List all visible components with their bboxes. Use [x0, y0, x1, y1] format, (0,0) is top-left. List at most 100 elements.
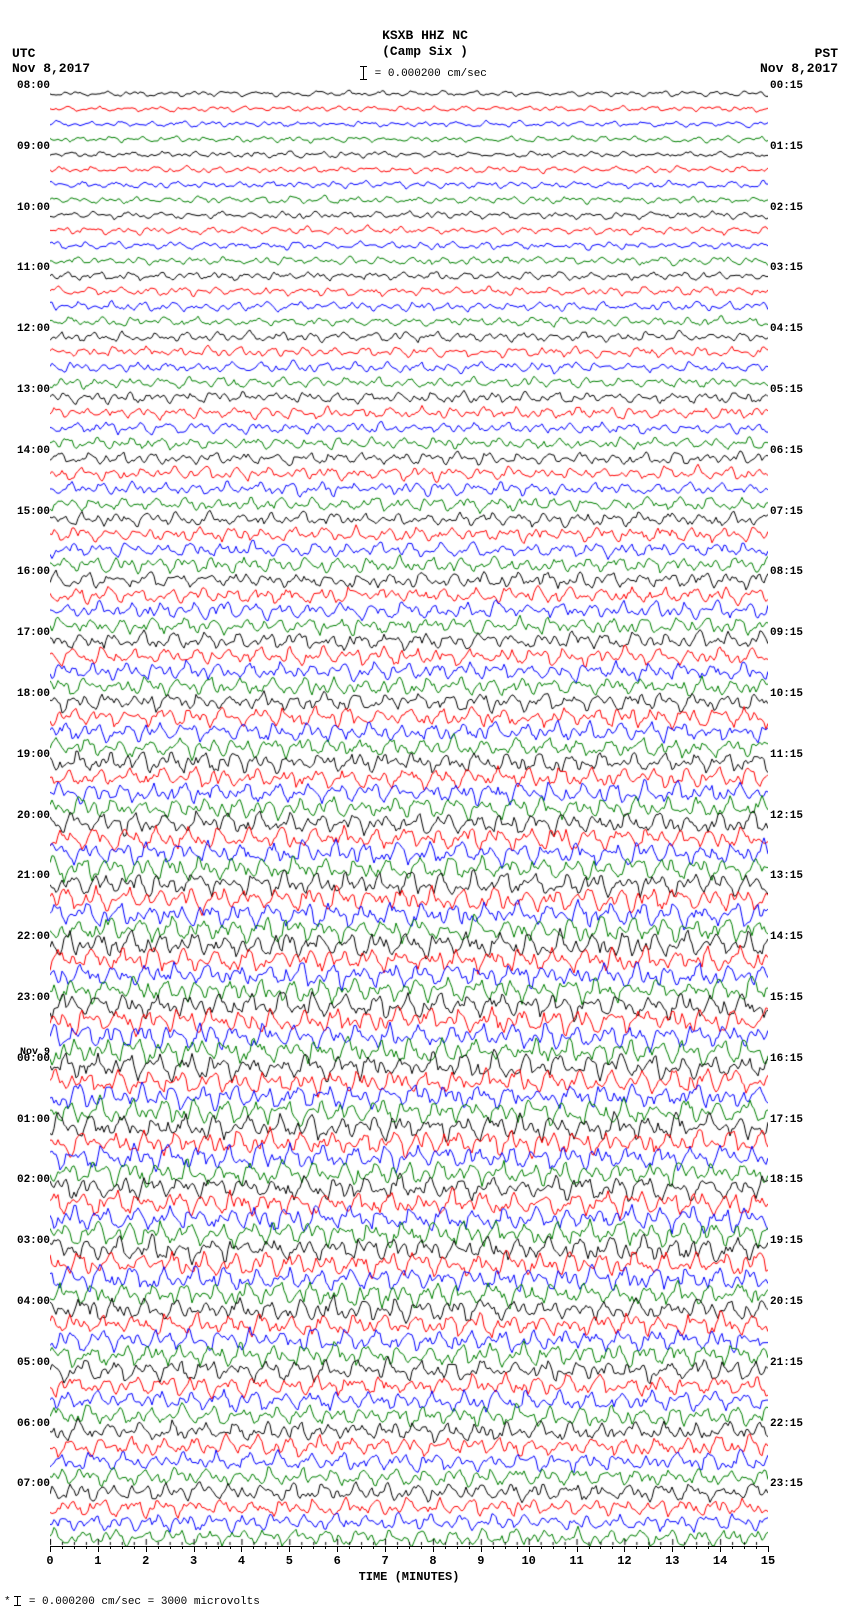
x-tick-minor — [505, 1546, 506, 1549]
left-time-label: 01:00 — [6, 1114, 50, 1126]
right-time-label: 12:15 — [770, 810, 830, 822]
helicorder-plot — [50, 86, 768, 1546]
x-tick-minor — [445, 1546, 446, 1549]
x-tick-minor — [612, 1546, 613, 1549]
right-time-label: 08:15 — [770, 566, 830, 578]
right-time-label: 04:15 — [770, 323, 830, 335]
footer-text: = 0.000200 cm/sec = 3000 microvolts — [22, 1596, 260, 1608]
right-time-label: 22:15 — [770, 1418, 830, 1430]
x-tick-label: 1 — [94, 1554, 101, 1568]
right-time-label: 10:15 — [770, 688, 830, 700]
left-time-label: 16:00 — [6, 566, 50, 578]
right-time-label: 21:15 — [770, 1357, 830, 1369]
x-tick-minor — [253, 1546, 254, 1549]
x-tick-minor — [313, 1546, 314, 1549]
x-axis-title: TIME (MINUTES) — [50, 1570, 768, 1584]
x-tick-minor — [756, 1546, 757, 1549]
left-time-label: 14:00 — [6, 445, 50, 457]
left-time-label: 15:00 — [6, 506, 50, 518]
right-time-label: 23:15 — [770, 1478, 830, 1490]
x-tick-minor — [361, 1546, 362, 1549]
right-time-label: 13:15 — [770, 870, 830, 882]
title-block: KSXB HHZ NC (Camp Six ) — [0, 28, 850, 60]
left-timezone-block: UTC Nov 8,2017 — [12, 46, 90, 76]
left-time-label: 22:00 — [6, 931, 50, 943]
footer-scale-note: * = 0.000200 cm/sec = 3000 microvolts — [4, 1596, 260, 1608]
right-timezone-block: PST Nov 8,2017 — [760, 46, 838, 76]
left-time-label: 03:00 — [6, 1235, 50, 1247]
left-time-label: 21:00 — [6, 870, 50, 882]
left-time-label: 17:00 — [6, 627, 50, 639]
right-tz-date: Nov 8,2017 — [760, 61, 838, 76]
x-tick-minor — [553, 1546, 554, 1549]
x-tick-major — [289, 1546, 290, 1552]
x-tick-major — [50, 1546, 51, 1552]
x-tick-minor — [421, 1546, 422, 1549]
x-tick-major — [481, 1546, 482, 1552]
right-time-label: 15:15 — [770, 992, 830, 1004]
right-time-label: 06:15 — [770, 445, 830, 457]
left-tz-label: UTC — [12, 46, 90, 61]
x-tick-minor — [277, 1546, 278, 1549]
right-time-label: 16:15 — [770, 1053, 830, 1065]
x-tick-minor — [373, 1546, 374, 1549]
x-tick-label: 8 — [429, 1554, 436, 1568]
helicorder-canvas — [50, 86, 768, 1546]
left-time-label: 07:00 — [6, 1478, 50, 1490]
x-tick-major — [624, 1546, 625, 1552]
station-name: (Camp Six ) — [0, 44, 850, 60]
left-time-label: 20:00 — [6, 810, 50, 822]
x-tick-minor — [708, 1546, 709, 1549]
right-tz-label: PST — [760, 46, 838, 61]
x-tick-minor — [517, 1546, 518, 1549]
x-tick-label: 2 — [142, 1554, 149, 1568]
right-time-label: 14:15 — [770, 931, 830, 943]
x-tick-minor — [349, 1546, 350, 1549]
left-time-label: 19:00 — [6, 749, 50, 761]
x-tick-minor — [397, 1546, 398, 1549]
x-tick-minor — [589, 1546, 590, 1549]
x-tick-minor — [182, 1546, 183, 1549]
x-tick-minor — [648, 1546, 649, 1549]
left-time-label: 12:00 — [6, 323, 50, 335]
left-time-label: 13:00 — [6, 384, 50, 396]
x-tick-minor — [265, 1546, 266, 1549]
x-tick-minor — [636, 1546, 637, 1549]
x-tick-minor — [230, 1546, 231, 1549]
x-tick-minor — [541, 1546, 542, 1549]
x-tick-major — [146, 1546, 147, 1552]
x-tick-minor — [732, 1546, 733, 1549]
left-time-label: 02:00 — [6, 1174, 50, 1186]
x-tick-minor — [122, 1546, 123, 1549]
left-time-label: 04:00 — [6, 1296, 50, 1308]
x-tick-minor — [696, 1546, 697, 1549]
x-tick-minor — [218, 1546, 219, 1549]
seismogram-page: KSXB HHZ NC (Camp Six ) = 0.000200 cm/se… — [0, 0, 850, 1613]
x-tick-major — [720, 1546, 721, 1552]
left-time-label: 09:00 — [6, 141, 50, 153]
left-time-label: 06:00 — [6, 1418, 50, 1430]
left-time-label: 11:00 — [6, 262, 50, 274]
x-tick-major — [241, 1546, 242, 1552]
x-tick-minor — [457, 1546, 458, 1549]
right-time-label: 00:15 — [770, 80, 830, 92]
right-time-label: 07:15 — [770, 506, 830, 518]
x-tick-minor — [301, 1546, 302, 1549]
x-tick-major — [194, 1546, 195, 1552]
x-tick-label: 9 — [477, 1554, 484, 1568]
right-time-label: 20:15 — [770, 1296, 830, 1308]
station-id: KSXB HHZ NC — [0, 28, 850, 44]
x-tick-major — [337, 1546, 338, 1552]
left-time-label: 18:00 — [6, 688, 50, 700]
x-tick-major — [529, 1546, 530, 1552]
scale-bar-icon — [17, 1596, 18, 1606]
left-time-label: 05:00 — [6, 1357, 50, 1369]
left-time-label: 08:00 — [6, 80, 50, 92]
x-tick-major — [385, 1546, 386, 1552]
x-axis: TIME (MINUTES) 0123456789101112131415 — [50, 1546, 768, 1586]
x-tick-minor — [409, 1546, 410, 1549]
x-tick-minor — [86, 1546, 87, 1549]
x-tick-label: 6 — [334, 1554, 341, 1568]
x-tick-minor — [158, 1546, 159, 1549]
right-time-label: 02:15 — [770, 202, 830, 214]
